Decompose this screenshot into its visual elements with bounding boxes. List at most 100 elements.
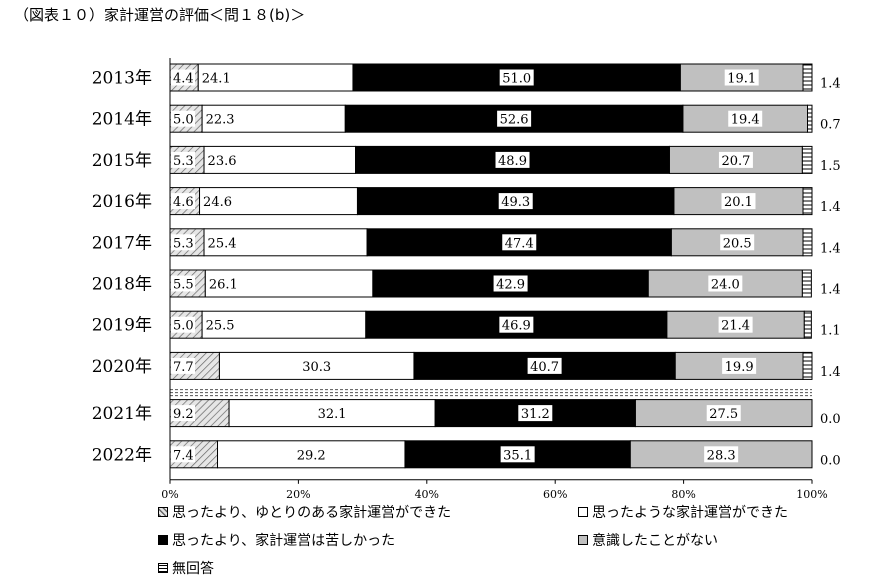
bar-segment	[802, 351, 813, 380]
data-label: 40.7	[530, 360, 559, 375]
data-label: 24.6	[203, 195, 232, 210]
data-label: 9.2	[173, 407, 194, 422]
data-label: 35.1	[503, 448, 532, 463]
data-label: 1.4	[820, 241, 841, 256]
data-label: 48.9	[498, 154, 527, 169]
data-label: 4.4	[173, 72, 194, 87]
legend-item: 意識したことがない	[578, 530, 718, 550]
data-label: 21.4	[721, 319, 750, 334]
data-label-box	[518, 405, 553, 422]
category-label: 2015年	[92, 151, 152, 171]
category-label: 2022年	[92, 445, 152, 465]
category-label: 2017年	[92, 233, 152, 253]
data-label: 29.2	[297, 448, 326, 463]
category-label: 2018年	[92, 275, 152, 295]
legend-swatch	[578, 535, 588, 545]
data-label-box	[499, 69, 534, 86]
data-label-box	[171, 110, 195, 127]
data-label: 30.3	[302, 360, 331, 375]
data-label: 52.6	[500, 113, 529, 128]
category-label: 2019年	[92, 316, 152, 336]
legend-swatch	[158, 507, 168, 517]
bar-segment	[204, 269, 374, 298]
data-label-box	[171, 69, 195, 86]
x-tick-label: 40%	[415, 488, 439, 500]
data-label: 1.4	[820, 283, 841, 298]
bar-segment	[801, 269, 812, 298]
legend-item: 思ったより、家計運営は苦しかった	[158, 530, 395, 550]
chart-title: （図表１０）家計運営の評価＜問１８(b)＞	[14, 6, 306, 24]
data-label: 22.3	[206, 113, 235, 128]
legend-swatch	[578, 507, 588, 517]
data-label: 7.4	[173, 448, 194, 463]
data-label-box	[495, 151, 530, 168]
stacked-bar-chart: 2013年 4.4 24.1 51.0 19.1 1.4 2014年 5.0 22.3 52.6 1…	[92, 58, 841, 500]
category-label: 2020年	[92, 357, 152, 377]
data-label-box	[171, 234, 195, 251]
bar-segment	[801, 145, 813, 174]
bar-segment	[199, 187, 358, 216]
data-label-box	[171, 446, 195, 463]
data-label-box	[527, 357, 562, 374]
data-label: 5.0	[173, 319, 194, 334]
bar-segment	[802, 63, 813, 92]
category-label: 2016年	[92, 192, 152, 212]
legend-label: 意識したことがない	[592, 533, 718, 549]
data-label-box	[171, 357, 195, 374]
data-label-box	[171, 316, 195, 333]
legend-item: 無回答	[158, 558, 214, 578]
legend-label: 無回答	[172, 561, 214, 577]
data-label-box	[493, 275, 528, 292]
data-label: 4.6	[173, 195, 194, 210]
data-label: 32.1	[318, 407, 347, 422]
data-label: 20.7	[721, 154, 750, 169]
data-label: 42.9	[496, 278, 525, 293]
data-label-box	[721, 193, 756, 210]
data-label: 24.1	[202, 72, 231, 87]
data-label: 25.4	[208, 236, 237, 251]
category-label: 2014年	[92, 110, 152, 130]
category-label: 2013年	[92, 69, 152, 89]
data-label: 23.6	[208, 154, 237, 169]
data-label-box	[704, 446, 739, 463]
data-label-box	[502, 234, 537, 251]
category-label: 2021年	[92, 404, 152, 424]
data-label: 25.5	[206, 319, 235, 334]
bar-segment	[218, 351, 415, 380]
data-label-box	[728, 110, 763, 127]
data-label: 1.1	[820, 324, 841, 339]
data-label: 1.4	[820, 200, 841, 215]
data-label-box	[500, 446, 535, 463]
bar-segment	[197, 63, 354, 92]
data-label: 1.4	[820, 77, 841, 92]
bar-segment	[802, 228, 813, 257]
bar-segment	[802, 187, 813, 216]
data-label: 0.0	[820, 453, 841, 468]
data-label: 49.3	[501, 195, 530, 210]
data-label: 5.5	[173, 278, 194, 293]
legend-swatch	[158, 535, 168, 545]
data-label-box	[718, 151, 753, 168]
data-label-box	[724, 69, 759, 86]
data-label: 51.0	[502, 72, 531, 87]
bar-segment	[203, 228, 368, 257]
bar-segment	[203, 145, 357, 174]
data-label: 5.0	[173, 113, 194, 128]
data-label: 1.5	[820, 159, 841, 174]
data-label: 46.9	[502, 319, 531, 334]
data-label-box	[498, 193, 533, 210]
bar-segment	[807, 104, 813, 133]
data-label: 28.3	[707, 448, 736, 463]
data-label: 27.5	[709, 407, 738, 422]
data-label: 7.7	[173, 360, 194, 375]
data-label-box	[171, 405, 195, 422]
bar-segment	[217, 440, 406, 469]
legend-swatch	[158, 563, 168, 573]
data-label-box	[722, 357, 757, 374]
data-label-box	[706, 405, 741, 422]
data-label-box	[499, 316, 534, 333]
x-tick-label: 80%	[671, 488, 695, 500]
data-label: 0.7	[820, 118, 841, 133]
data-label: 5.3	[173, 154, 194, 169]
data-label: 19.1	[727, 72, 756, 87]
